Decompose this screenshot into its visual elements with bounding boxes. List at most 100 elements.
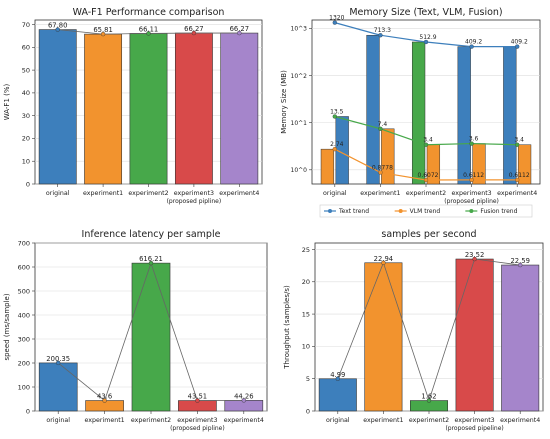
data-label: 3.4 bbox=[514, 137, 524, 144]
x-tick-label: experiment3 bbox=[174, 190, 214, 197]
data-label: 43.6 bbox=[97, 393, 112, 401]
data-label: 7.4 bbox=[378, 121, 388, 128]
series-marker bbox=[332, 147, 337, 152]
data-label: 0.8778 bbox=[372, 164, 393, 171]
bar bbox=[364, 262, 403, 412]
series-marker bbox=[423, 177, 429, 183]
y-tick-label: 600 bbox=[18, 263, 30, 271]
trend-marker bbox=[426, 398, 432, 403]
data-label: 200.35 bbox=[46, 355, 70, 363]
y-tick-label: 200 bbox=[18, 359, 30, 367]
y-tick-label: 25 bbox=[302, 246, 310, 254]
trend-marker bbox=[518, 262, 523, 268]
x-tick-label: experiment2 bbox=[406, 190, 446, 197]
bar bbox=[366, 34, 380, 185]
bar bbox=[38, 362, 78, 412]
bar bbox=[38, 29, 77, 185]
x-tick-label: experiment4 bbox=[497, 190, 537, 197]
legend-label: Fusion trend bbox=[480, 208, 517, 215]
legend-box bbox=[319, 204, 533, 218]
bar bbox=[318, 378, 357, 412]
x-tick-label: experiment3 bbox=[177, 417, 217, 424]
x-tick-label: experiment1 bbox=[363, 417, 403, 424]
chart-title: Inference latency per sample bbox=[82, 229, 221, 240]
chart-title: samples per second bbox=[381, 229, 476, 240]
data-label: 409.2 bbox=[511, 39, 528, 46]
y-tick-label: 30 bbox=[22, 112, 30, 120]
y-axis-label: Memory Size (MB) bbox=[280, 70, 288, 134]
trend-marker bbox=[472, 256, 477, 262]
y-tick-label: 5 bbox=[306, 375, 310, 383]
y-tick-label: 15 bbox=[302, 310, 310, 318]
x-tick-label: original bbox=[323, 190, 347, 197]
y-tick-label: 0 bbox=[26, 180, 30, 188]
series-marker bbox=[332, 20, 337, 25]
data-label: 23.52 bbox=[465, 251, 484, 259]
data-label: 713.3 bbox=[374, 27, 391, 34]
bar bbox=[503, 46, 517, 185]
bar bbox=[84, 33, 123, 185]
trend-marker bbox=[381, 260, 386, 265]
y-tick-label: 10^2 bbox=[291, 73, 308, 80]
x-tick-sublabel: (proposed pipline) bbox=[170, 425, 225, 432]
series-marker bbox=[515, 44, 520, 49]
trend-marker bbox=[195, 398, 200, 403]
y-tick-label: 70 bbox=[22, 21, 30, 29]
data-label: 4.99 bbox=[330, 371, 345, 379]
bar bbox=[174, 32, 213, 185]
y-tick-label: 60 bbox=[22, 44, 30, 52]
data-label: 67.80 bbox=[48, 22, 67, 30]
x-tick-label: experiment1 bbox=[83, 190, 123, 197]
bar bbox=[455, 258, 494, 412]
x-tick-label: experiment1 bbox=[85, 417, 125, 424]
bar bbox=[220, 32, 259, 185]
series-marker bbox=[469, 141, 474, 146]
y-tick-label: 10 bbox=[22, 158, 30, 166]
data-label: 22.59 bbox=[510, 257, 529, 265]
data-label: 409.2 bbox=[465, 39, 482, 46]
x-tick-label: original bbox=[46, 417, 70, 424]
series-marker bbox=[515, 177, 520, 183]
x-tick-sublabel: (proposed pipline) bbox=[167, 198, 222, 205]
bar bbox=[411, 41, 426, 185]
data-label: 66.27 bbox=[184, 25, 203, 33]
bar bbox=[381, 128, 395, 185]
trend-marker bbox=[55, 27, 60, 32]
series-marker bbox=[469, 44, 474, 49]
x-tick-label: original bbox=[46, 190, 70, 197]
y-tick-label: 400 bbox=[18, 311, 30, 319]
series-marker bbox=[423, 142, 429, 147]
y-tick-label: 700 bbox=[18, 239, 30, 247]
bar bbox=[131, 262, 171, 412]
trend-marker bbox=[191, 30, 197, 36]
data-label: 3.6 bbox=[469, 136, 479, 143]
legend-marker bbox=[469, 209, 474, 213]
data-label: 66.27 bbox=[230, 25, 249, 33]
trend-marker bbox=[237, 30, 242, 36]
series-marker bbox=[378, 33, 383, 38]
trend-marker bbox=[146, 31, 151, 36]
y-tick-label: 10 bbox=[302, 343, 310, 351]
y-tick-label: 20 bbox=[302, 278, 310, 286]
data-label: 13.5 bbox=[330, 108, 344, 115]
y-tick-label: 0 bbox=[306, 407, 310, 415]
series-marker bbox=[469, 177, 474, 183]
series-marker bbox=[332, 114, 337, 119]
bar bbox=[129, 33, 168, 185]
y-axis-label: WA-F1 (%) bbox=[3, 83, 11, 120]
legend-label: Text trend bbox=[338, 208, 369, 215]
x-tick-label: experiment1 bbox=[360, 190, 400, 197]
y-tick-label: 10^3 bbox=[291, 26, 308, 33]
y-axis-label: Throughput (samples/s) bbox=[283, 285, 291, 370]
x-tick-label: experiment4 bbox=[500, 417, 540, 424]
x-tick-label: experiment3 bbox=[452, 190, 492, 197]
x-tick-sublabel: (proposed pipline) bbox=[444, 198, 499, 205]
y-tick-label: 20 bbox=[22, 135, 30, 143]
data-label: 66.11 bbox=[139, 25, 158, 33]
data-label: 3.4 bbox=[423, 137, 433, 144]
trend-marker bbox=[56, 360, 61, 366]
legend-marker bbox=[398, 209, 403, 213]
y-tick-label: 0 bbox=[26, 407, 30, 415]
y-tick-label: 300 bbox=[18, 335, 30, 343]
